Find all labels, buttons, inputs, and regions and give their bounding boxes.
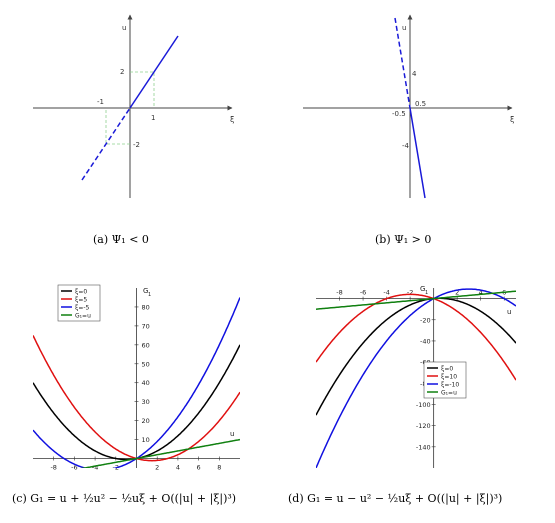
panel-b: ξ u -0.5 0.5 4 -4: [303, 14, 514, 199]
y-axis-label: G: [143, 287, 148, 295]
y-tick-label: 40: [142, 379, 150, 387]
series-dashed: [394, 17, 411, 109]
series-line: [316, 290, 516, 310]
x-tick-label: 2: [455, 289, 459, 297]
y-tick-label: -140: [416, 443, 431, 451]
tick-label-y: 2: [120, 68, 124, 76]
y-axis-label: u: [122, 24, 126, 32]
y-tick-label: 60: [142, 341, 150, 349]
caption-d-equation: G₁ = u − u² − ½uξ + O((|u| + |ξ|)³): [307, 492, 503, 505]
caption-d-prefix: (d): [288, 492, 304, 505]
caption-c: (c) G₁ = u + ½u² − ½uξ + O((|u| + |ξ|)³): [12, 492, 236, 505]
y-tick-label: 20: [142, 417, 150, 425]
legend-label: ξ=10: [441, 373, 457, 380]
series-line: [316, 297, 516, 416]
panel-d: -8-6-4-2246-20-40-60-80-100-120-140uG1ξ=…: [316, 285, 516, 468]
tick-label-y: -2: [133, 141, 140, 149]
x-tick-label: -6: [360, 289, 366, 297]
y-axis-label: u: [402, 24, 406, 32]
x-tick-label: 6: [197, 464, 201, 472]
guide-line: [105, 108, 130, 145]
legend-label: G₁=u: [441, 389, 457, 396]
series-dashed: [81, 107, 131, 181]
x-tick-label: -6: [71, 464, 77, 472]
y-tick-label: 10: [142, 436, 150, 444]
caption-d: (d) G₁ = u − u² − ½uξ + O((|u| + |ξ|)³): [288, 492, 502, 505]
y-axis-label-sub: 1: [425, 290, 428, 296]
x-tick-label: 8: [217, 464, 221, 472]
y-tick-label: -120: [416, 422, 431, 430]
caption-b: (b) Ψ₁ > 0: [375, 233, 432, 246]
tick-label-x: -1: [97, 98, 104, 106]
y-tick-label: -20: [420, 316, 431, 324]
panel-a: ξ u -1 1 2 -2: [33, 14, 234, 198]
x-tick-label: -8: [336, 289, 342, 297]
x-tick-label: -4: [92, 464, 98, 472]
x-axis-label: ξ: [510, 115, 514, 124]
tick-label-y: -4: [402, 142, 410, 150]
x-tick-label: -4: [383, 289, 389, 297]
y-tick-label: -100: [416, 401, 431, 409]
y-axis-label-sub: 1: [148, 292, 151, 298]
tick-label-x: 1: [151, 114, 155, 122]
tick-label-x: -0.5: [392, 110, 406, 118]
y-tick-label: 30: [142, 398, 150, 406]
x-tick-label: -2: [407, 289, 413, 297]
legend-label: G₁=u: [75, 312, 91, 319]
series-line: [316, 293, 516, 381]
series-solid: [409, 107, 426, 199]
caption-a: (a) Ψ₁ < 0: [93, 233, 149, 246]
tick-label-y: 4: [412, 70, 417, 78]
y-tick-label: 70: [142, 322, 150, 330]
x-axis-label: u: [507, 308, 511, 316]
x-tick-label: 4: [176, 464, 180, 472]
series-solid: [129, 35, 179, 109]
caption-c-prefix: (c): [12, 492, 27, 505]
series-line: [316, 288, 516, 468]
legend-label: ξ=5: [75, 296, 87, 303]
x-axis-label: u: [230, 430, 234, 438]
legend-label: ξ=0: [75, 288, 87, 295]
legend-label: ξ=-10: [441, 381, 459, 388]
series-line: [80, 438, 240, 468]
y-tick-label: 50: [142, 360, 150, 368]
guide-line: [130, 71, 155, 108]
x-tick-label: 4: [479, 289, 483, 297]
x-tick-label: -8: [50, 464, 56, 472]
caption-c-equation: G₁ = u + ½u² − ½uξ + O((|u| + |ξ|)³): [30, 492, 237, 505]
x-axis-label: ξ: [230, 115, 234, 124]
y-axis-label: G: [420, 285, 425, 293]
y-tick-label: 80: [142, 303, 150, 311]
x-tick-label: 2: [155, 464, 159, 472]
tick-label-x: 0.5: [415, 100, 426, 108]
y-tick-label: -40: [420, 337, 431, 345]
legend-label: ξ=0: [441, 365, 453, 372]
legend-label: ξ=-5: [75, 304, 90, 311]
